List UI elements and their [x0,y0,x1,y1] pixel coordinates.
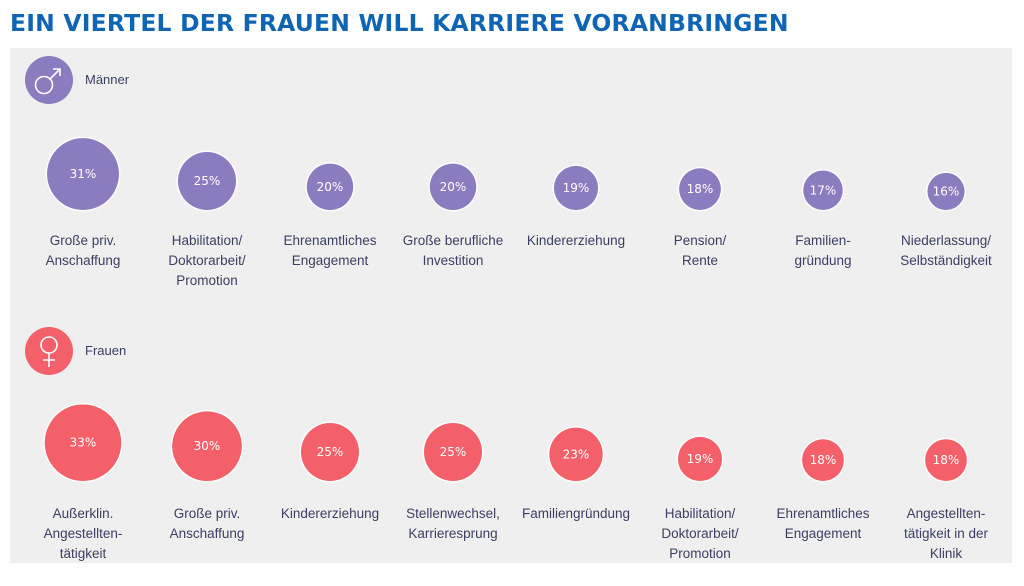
bubble-value-label: 19% [563,181,590,195]
bubble-value-label: 23% [563,447,590,461]
bubble-item: 25% Habilitation/Doktorarbeit/Promotion [168,150,246,288]
bubble-value-label: 16% [933,184,960,198]
bubble-category-label: Familien-gründung [794,233,851,268]
bubble-category-label: Habilitation/Doktorarbeit/Promotion [661,506,739,561]
bubble-item: 23% Familiengründung [522,426,630,521]
bubble-value-label: 25% [194,174,221,188]
bubble-category-label: Habilitation/Doktorarbeit/Promotion [168,233,246,288]
chart-panel [10,48,1012,563]
bubble-item: 25% Kindererziehung [281,421,379,521]
bubble-item: 16% Niederlassung/Selbständigkeit [900,171,992,268]
bubble-category-label: Große berufliche Investition [403,233,504,268]
bubble [301,423,359,481]
bubble-category-label: Familiengründung [522,506,630,521]
bubble-category-label: Pension/Rente [674,233,727,268]
bubble-category-label: Angestellten-tätigkeit in der Klinik [904,506,989,561]
icon-background [25,327,73,375]
male-symbol-icon [25,56,73,104]
bubble-item: 31% Große priv. Anschaffung [45,136,121,268]
bubble-item: 19% Habilitation/Doktorarbeit/Promotion [661,435,739,561]
bubble-value-label: 18% [687,182,714,196]
bubble-item: 33% Außerklin. Angestellten-tätigkeit [43,402,123,561]
bubble-value-label: 18% [933,453,960,467]
group-label: Frauen [85,343,126,358]
bubble [424,423,482,481]
bubble [677,436,723,481]
bubble-value-label: 25% [317,445,344,459]
chart-title: EIN VIERTEL DER FRAUEN WILL KARRIERE VOR… [10,11,789,37]
bubble [553,165,599,211]
bubble-value-label: 30% [194,439,221,453]
bubble-item: 20% Ehrenamtliches Engagement [283,162,377,268]
bubble-item: 19% Kindererziehung [527,164,625,248]
bubble-item: 30% Große priv. Anschaffung [170,409,245,541]
bubble-item: 18% Pension/Rente [674,166,727,268]
bubble [178,152,236,210]
bubble-item: 18% Ehrenamtliches Engagement [776,437,870,541]
bubble-value-label: 33% [70,436,97,450]
female-symbol-icon [25,327,73,375]
bubble-category-label: Kindererziehung [281,506,379,521]
bubble-item: 17% Familien-gründung [794,169,852,268]
bubble-category-label: Niederlassung/Selbständigkeit [900,233,992,268]
bubble-category-label: Ehrenamtliches Engagement [776,506,869,541]
bubble-value-label: 19% [687,452,714,466]
group-men: Männer 31% Große priv. Anschaffung 25% Habili… [25,56,992,288]
group-label: Männer [85,72,130,87]
bubble [47,138,119,210]
icon-background [25,56,73,104]
bubble [172,411,242,482]
bubble-category-label: Außerklin. Angestellten-tätigkeit [44,506,123,561]
bubble-value-label: 20% [440,180,467,194]
bubble-category-label: Stellenwechsel, Karrieresprung [406,506,500,541]
bubble [679,168,721,210]
bubble [549,427,603,481]
bubble [802,439,844,481]
bubble-value-label: 20% [317,180,344,194]
bubble-category-label: Kindererziehung [527,233,625,248]
group-women: Frauen 33% Außerklin. Angestellten-tätigkei… [25,327,989,561]
bubble-item: 25% Stellenwechsel, Karrieresprung [406,421,500,541]
bubble-value-label: 25% [440,445,467,459]
bubble-item: 20% Große berufliche Investition [403,162,504,268]
bubble [429,163,477,210]
bubble-category-label: Große priv. Anschaffung [170,506,245,541]
bubble [927,172,965,210]
bubble-category-label: Ehrenamtliches Engagement [283,233,376,268]
bubble-value-label: 31% [70,167,97,181]
bubble-value-label: 18% [810,453,837,467]
bubble-category-label: Große priv. Anschaffung [46,233,121,268]
bubble [803,170,843,210]
bubble-item: 18% Angestellten-tätigkeit in der Klinik [904,437,989,561]
bubble [925,439,967,481]
bubble [306,163,354,210]
bubble-value-label: 17% [810,183,837,197]
bubble [44,404,122,481]
